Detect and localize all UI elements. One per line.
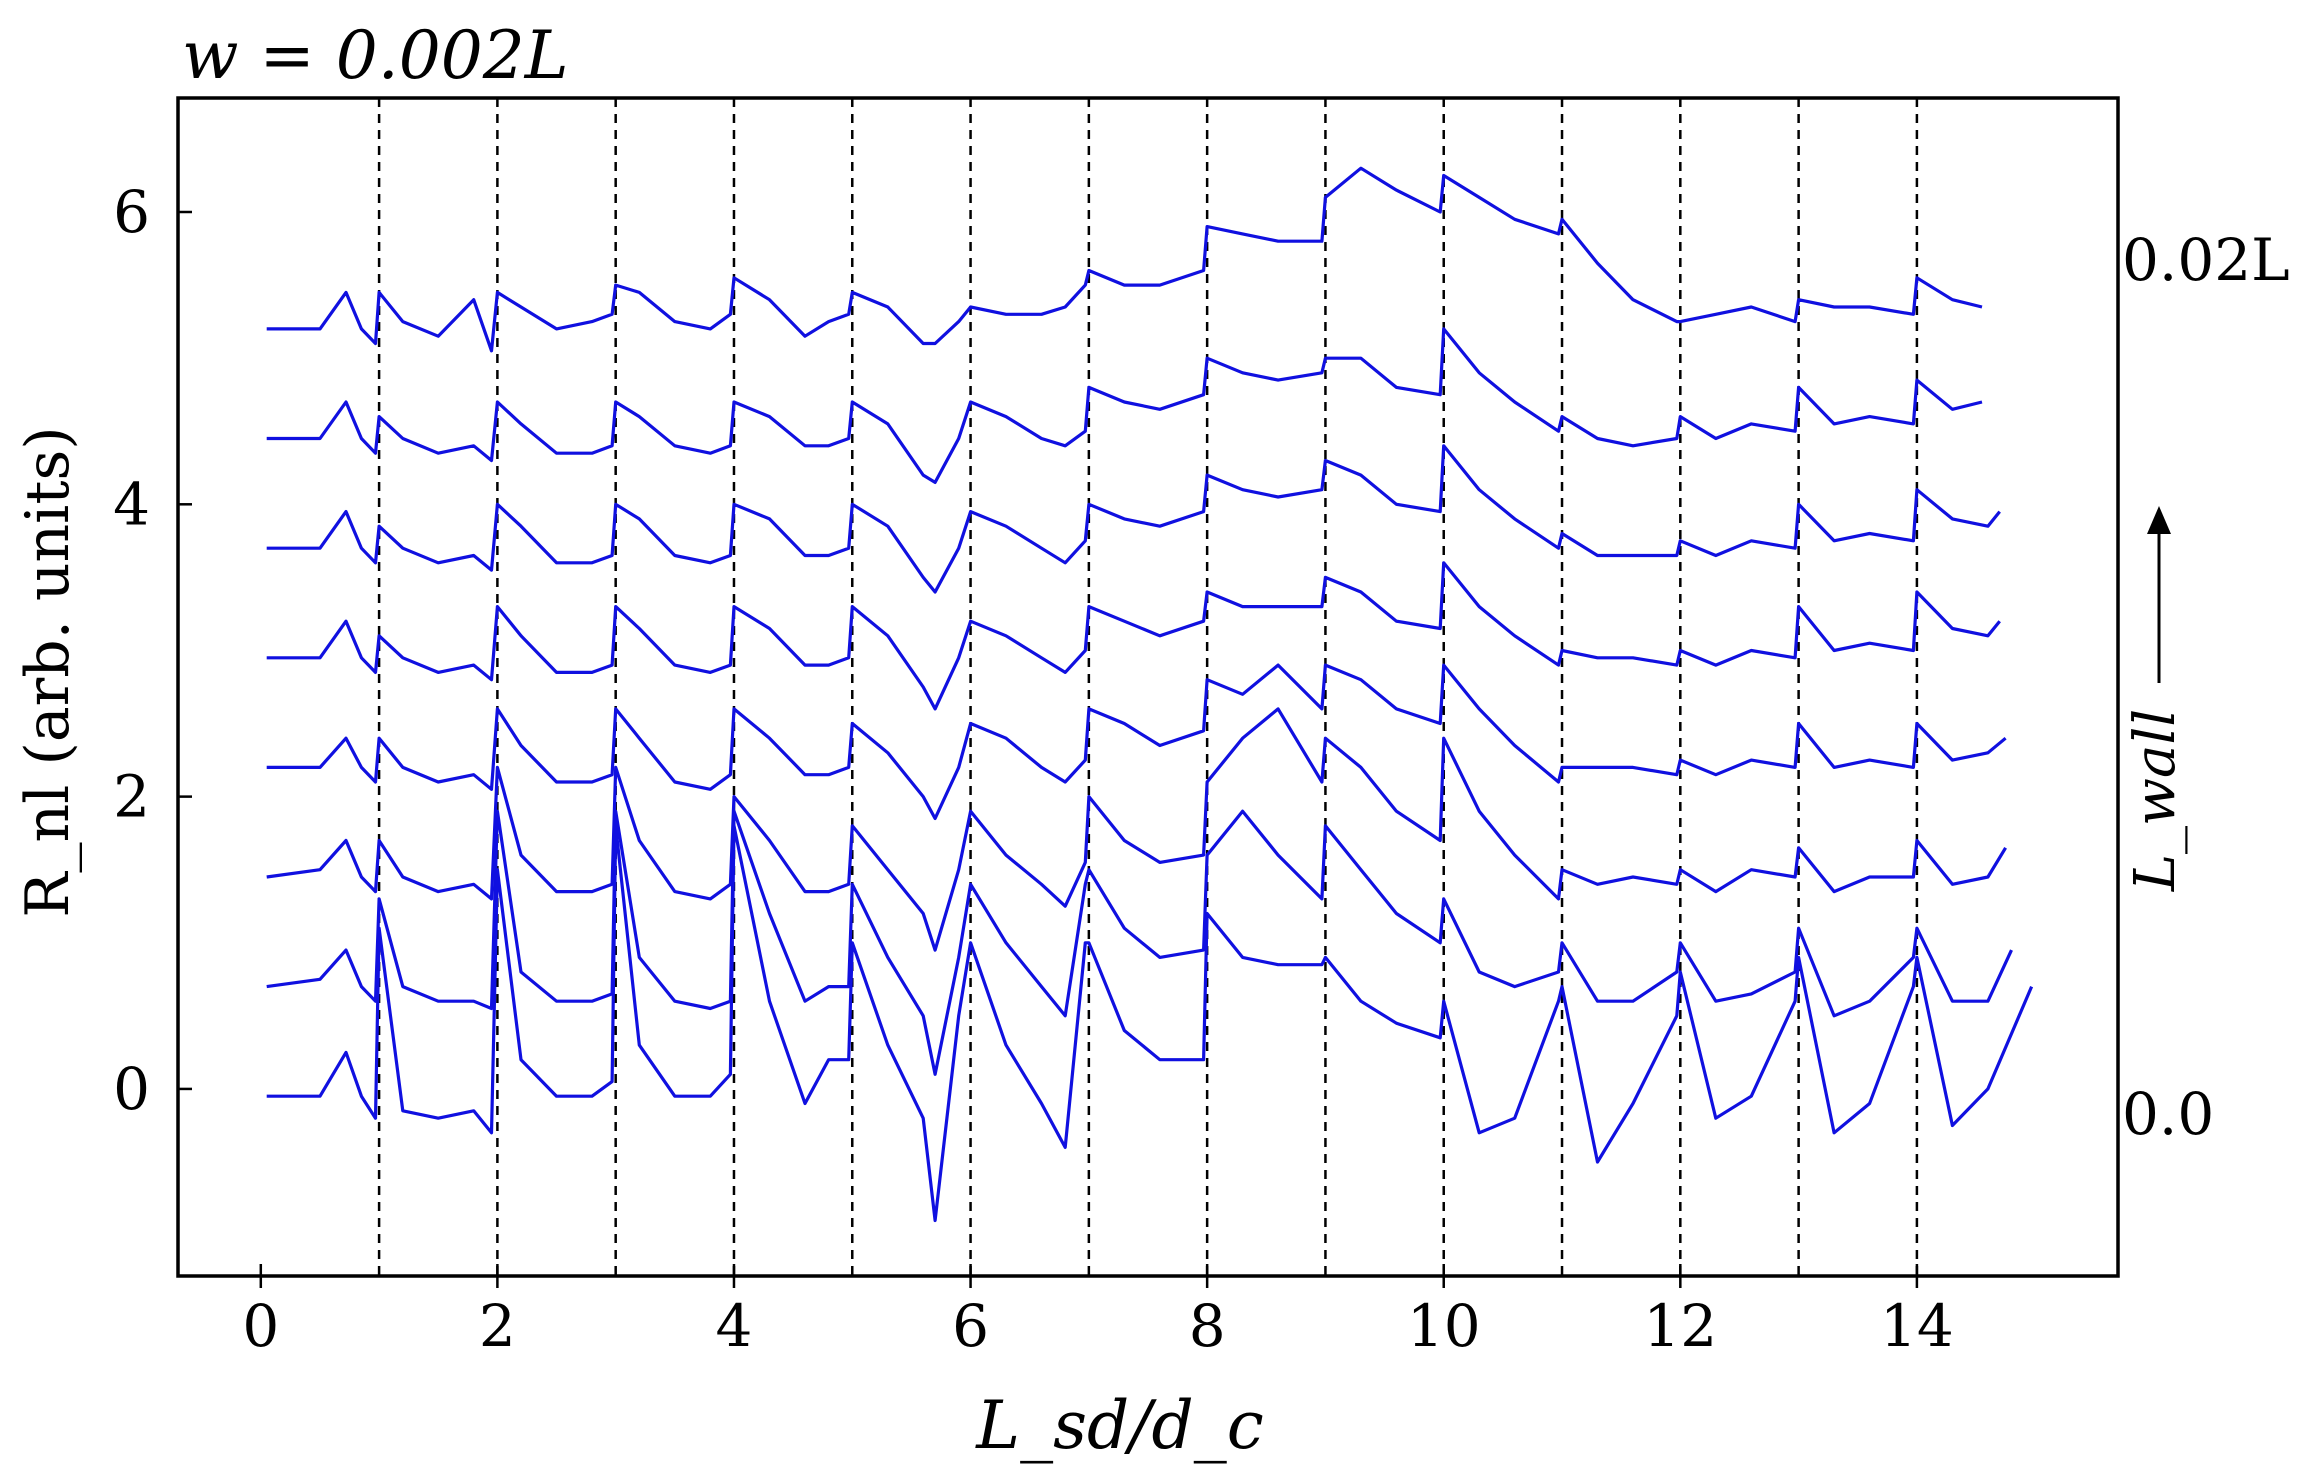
vertical-dashed-lines <box>377 98 1919 1276</box>
plot-frame <box>176 96 2120 1278</box>
x-tick-label: 10 <box>1407 1292 1481 1360</box>
x-tick-label: 6 <box>952 1292 989 1360</box>
x-tick-label: 12 <box>1643 1292 1717 1360</box>
series-line-0 <box>266 824 2034 1223</box>
x-tick-label: 0 <box>242 1292 279 1360</box>
y-tick-label: 4 <box>113 470 150 538</box>
right-annotation-bottom: 0.0 <box>2122 1080 2214 1148</box>
y-tick-label: 2 <box>113 763 150 831</box>
x-tick-label: 8 <box>1189 1292 1226 1360</box>
series-line-7 <box>266 166 1983 353</box>
x-tick-label: 14 <box>1880 1292 1954 1360</box>
series-line-1 <box>266 809 2013 1076</box>
series-line-5 <box>266 444 2001 594</box>
lwall-label: L_wall <box>2123 709 2188 892</box>
lwall-arrow <box>2147 506 2171 683</box>
x-axis: 0 2 4 6 8 10 12 14 <box>242 1264 1954 1360</box>
series-line-2 <box>266 707 2007 952</box>
y-tick-label: 6 <box>113 178 150 246</box>
x-tick-label: 2 <box>479 1292 516 1360</box>
series-group <box>266 166 2034 1223</box>
right-annotation-top: 0.02L <box>2122 226 2290 294</box>
series-line-4 <box>266 561 2001 711</box>
series-line-6 <box>266 327 1983 484</box>
series-line-3 <box>266 663 2007 821</box>
y-axis-label: R_nl (arb. units) <box>13 426 83 917</box>
y-tick-label: 0 <box>113 1055 150 1123</box>
y-axis: 0 2 4 6 <box>113 178 192 1123</box>
chart-title: w = 0.002L <box>182 17 569 94</box>
x-tick-label: 4 <box>716 1292 753 1360</box>
x-axis-label: L_sd/d_c <box>975 1387 1263 1464</box>
